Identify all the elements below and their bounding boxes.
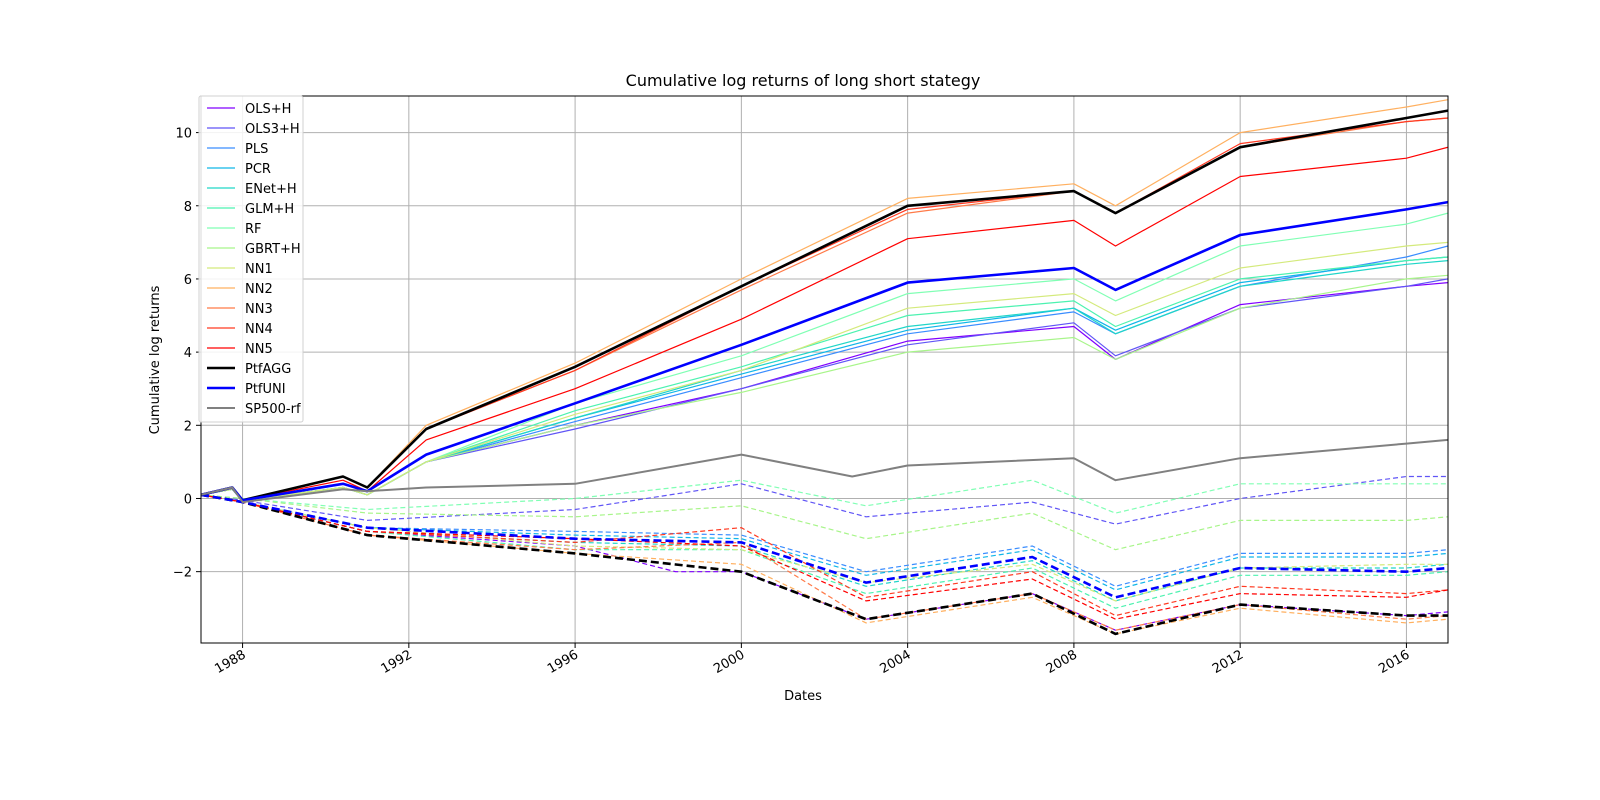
y-tick-label: 10: [175, 127, 192, 142]
x-tick-label: 1992: [379, 647, 415, 677]
series-dashed-line: [201, 494, 1448, 620]
series-dashed-line: [201, 493, 1448, 636]
x-axis-label: Dates: [784, 689, 822, 704]
series-dashed-line: [201, 494, 1448, 602]
series-line: [201, 99, 1448, 501]
x-tick-label: 2004: [877, 647, 913, 677]
legend-label: NN2: [245, 282, 273, 297]
grid: [201, 96, 1448, 643]
series-line: [201, 256, 1448, 501]
y-axis-label: Cumulative log returns: [148, 285, 163, 434]
legend: OLS+H OLS3+H PLS PCR ENet+H GLM+H RF GBRT+H NN1 N…: [198, 95, 304, 423]
y-tick-label: 2: [184, 419, 192, 434]
legend-label: PtfAGG: [245, 362, 291, 377]
y-axis: −2 0 2 4 6 8 10: [173, 127, 201, 581]
legend-label: RF: [245, 222, 262, 237]
x-axis: 1988 1992 1996 2000 2004 2008 2012 2016: [212, 643, 1412, 677]
legend-label: NN3: [245, 302, 273, 317]
series-dashed-line: [201, 494, 1448, 609]
legend-label: GLM+H: [245, 202, 294, 217]
plot-frame: [200, 95, 1449, 644]
series-line: [201, 260, 1448, 501]
legend-label: NN5: [245, 342, 273, 357]
plot-area: [201, 99, 1448, 636]
chart-title: Cumulative log returns of long short sta…: [626, 71, 981, 90]
legend-label: GBRT+H: [245, 242, 301, 257]
y-tick-label: 0: [184, 492, 192, 507]
series-dashed-line: [201, 479, 1448, 514]
x-tick-label: 1996: [545, 647, 581, 677]
x-tick-label: 2012: [1210, 647, 1246, 677]
legend-label: OLS+H: [245, 102, 291, 117]
series-dashed-line: [201, 494, 1448, 591]
x-tick-label: 2016: [1376, 647, 1412, 677]
legend-label: PCR: [245, 162, 271, 177]
x-tick-label: 2008: [1044, 647, 1080, 677]
legend-label: PtfUNI: [245, 382, 286, 397]
series-line: [201, 117, 1448, 501]
series-dashed-line: [201, 494, 1448, 602]
legend-label: OLS3+H: [245, 122, 300, 137]
legend-box: [198, 95, 304, 423]
series-line: [201, 146, 1448, 501]
series-dashed-line: [201, 493, 1448, 599]
legend-label: ENet+H: [245, 182, 297, 197]
series-line: [201, 241, 1448, 501]
series-dashed-line: [201, 494, 1448, 551]
legend-label: NN4: [245, 322, 273, 337]
series-dashed-line: [201, 494, 1448, 587]
series-line: [201, 200, 1448, 502]
y-tick-label: 4: [184, 346, 192, 361]
series-dashed-line: [201, 475, 1448, 525]
legend-label: PLS: [245, 142, 268, 157]
series-dashed-line: [201, 494, 1448, 635]
series-dashed-line: [201, 494, 1448, 631]
x-tick-label: 1988: [212, 647, 248, 677]
legend-label: SP500-rf: [245, 402, 301, 417]
legend-label: NN1: [245, 262, 273, 277]
series-line: [201, 438, 1448, 504]
series-dashed-line: [201, 494, 1448, 617]
y-tick-label: 8: [184, 200, 192, 215]
y-tick-label: −2: [173, 566, 192, 581]
x-tick-label: 2000: [711, 647, 747, 677]
series-line: [201, 256, 1448, 501]
series-line: [201, 117, 1448, 501]
y-tick-label: 6: [184, 273, 192, 288]
